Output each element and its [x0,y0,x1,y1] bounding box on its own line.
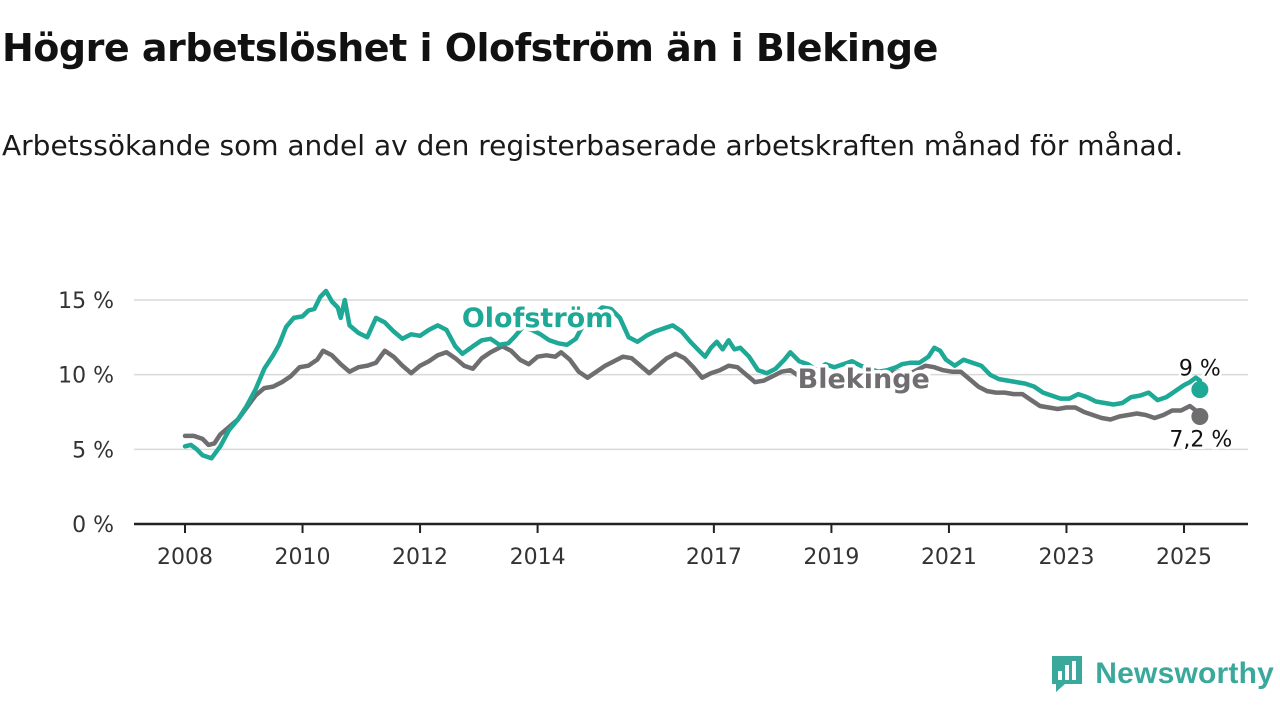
series-line-blekinge [182,344,828,448]
inline-label-blekinge: Blekinge [798,364,930,395]
series-line-blekinge [870,363,1199,422]
x-axis: 2008 2010 2012 2014 2017 2019 2021 2023 2025 [134,522,1248,570]
chart-title: Högre arbetslöshet i Olofström än i Blek… [2,26,938,70]
x-tick-label: 2010 [275,545,331,570]
y-tick-label: 0 % [72,513,114,538]
x-tick-label: 2021 [921,545,977,570]
inline-label-olofstrom: Olofström [462,303,613,334]
chart-subtitle: Arbetssökande som andel av den registerb… [2,129,1184,162]
end-value-label-olofstrom: 9 % [1179,357,1221,382]
series-line-olofstrom [182,288,1203,461]
series-lines [182,288,1209,461]
x-tick-label: 2025 [1156,545,1212,570]
y-tick-label: 10 % [58,364,114,389]
x-tick-label: 2012 [392,545,448,570]
x-tick-label: 2019 [803,545,859,570]
end-value-label-blekinge: 7,2 % [1169,427,1232,452]
newsworthy-logo-icon [1052,656,1083,692]
gridlines [134,299,1248,451]
x-tick-label: 2017 [686,545,742,570]
x-tick-label: 2014 [510,545,566,570]
series-labels: 9 % 7,2 % Olofström Blekinge [458,299,1234,455]
y-tick-label: 15 % [58,289,114,314]
newsworthy-brand[interactable]: Newsworthy [1049,654,1274,694]
x-tick-label: 2023 [1038,545,1094,570]
end-point-olofstrom [1191,381,1209,399]
x-tick-label: 2008 [157,545,213,570]
brand-name: Newsworthy [1095,657,1274,690]
end-point-blekinge [1191,407,1209,425]
y-tick-label: 5 % [72,438,114,463]
y-axis-ticks: 0 % 5 % 10 % 15 % [58,289,114,538]
